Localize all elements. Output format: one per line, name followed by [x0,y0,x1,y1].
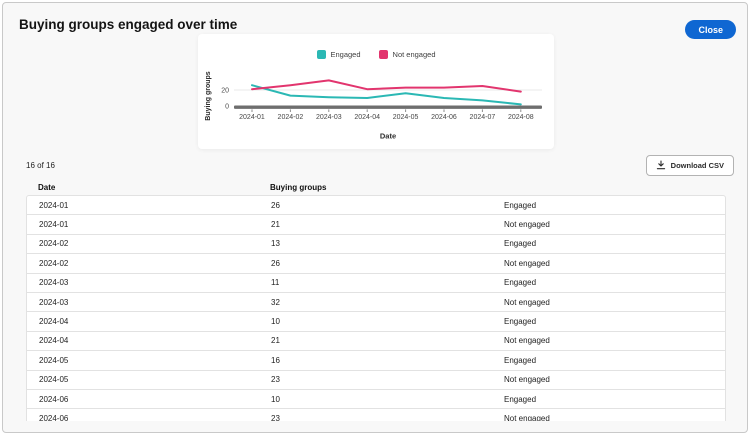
cell-status: Engaged [504,355,537,365]
column-header-buying-groups: Buying groups [270,183,327,192]
cell-status: Not engaged [504,375,550,385]
cell-date: 2024-06 [39,394,69,404]
cell-buying-groups: 13 [271,239,280,249]
chart-legend: Engaged Not engaged [198,50,554,59]
cell-date: 2024-05 [39,375,69,385]
cell-date: 2024-04 [39,317,69,327]
x-tick-label: 2024-03 [316,114,342,121]
legend-label: Engaged [330,50,361,59]
cell-status: Not engaged [504,297,550,307]
x-tick-label: 2024-04 [354,114,380,121]
cell-status: Engaged [504,278,537,288]
cell-status: Engaged [504,200,537,210]
cell-buying-groups: 11 [271,278,280,288]
cell-status: Not engaged [504,258,550,268]
cell-buying-groups: 21 [271,336,280,346]
x-tick-label: 2024-08 [508,114,534,121]
table-row: 2024-01 26 Engaged [27,196,725,216]
cell-date: 2024-04 [39,336,69,346]
cell-buying-groups: 10 [271,317,280,327]
page-title: Buying groups engaged over time [19,17,238,32]
cell-date: 2024-06 [39,414,69,421]
download-icon [656,160,665,170]
x-tick-label: 2024-06 [431,114,457,121]
series-line-not-engaged [251,79,522,93]
x-tick-label: 2024-02 [278,114,304,121]
table-row: 2024-06 23 Not engaged [27,409,725,421]
series-line-engaged [251,84,522,106]
cell-status: Engaged [504,394,537,404]
table-row: 2024-02 13 Engaged [27,235,725,255]
cell-date: 2024-02 [39,258,69,268]
cell-status: Not engaged [504,336,550,346]
cell-buying-groups: 23 [271,414,280,421]
x-tick-label: 2024-01 [239,114,265,121]
x-axis-line [234,105,542,109]
legend-swatch [316,50,326,59]
chart-card: Engaged Not engaged 0 20 2024-01 2024-02 2024… [198,34,554,149]
table-body: 2024-01 26 Engaged 2024-01 21 Not engage… [26,195,726,421]
table-row: 2024-04 10 Engaged [27,312,725,332]
table-header-row: Date Buying groups [26,180,726,195]
cell-buying-groups: 26 [271,258,280,268]
legend-item-engaged[interactable]: Engaged [316,50,361,59]
table-row: 2024-03 11 Engaged [27,274,725,293]
cell-status: Not engaged [504,220,550,230]
cell-date: 2024-02 [39,239,69,249]
column-header-date: Date [38,183,56,192]
table-row: 2024-03 32 Not engaged [27,293,725,313]
x-tick-label: 2024-05 [393,114,419,121]
cell-date: 2024-01 [39,200,69,210]
y-tick-label: 0 [225,104,229,111]
data-table: Date Buying groups 2024-01 26 Engaged 20… [26,180,726,421]
legend-item-not-engaged[interactable]: Not engaged [378,50,436,59]
cell-date: 2024-03 [39,297,69,307]
download-csv-label: Download CSV [670,160,724,170]
cell-buying-groups: 26 [271,200,280,210]
cell-date: 2024-05 [39,355,69,365]
cell-buying-groups: 16 [271,355,280,365]
cell-buying-groups: 10 [271,394,280,404]
cell-buying-groups: 32 [271,297,280,307]
cell-date: 2024-01 [39,220,69,230]
cell-buying-groups: 21 [271,220,280,230]
cell-status: Not engaged [504,414,550,421]
download-csv-button[interactable]: Download CSV [645,154,734,176]
x-axis-title: Date [380,132,396,141]
table-row: 2024-04 21 Not engaged [27,332,725,352]
table-row: 2024-05 23 Not engaged [27,371,725,390]
legend-label: Not engaged [392,50,436,59]
close-button[interactable]: Close [685,20,736,39]
table-row: 2024-01 21 Not engaged [27,215,725,235]
y-axis-title: Buying groups [205,71,212,120]
y-tick-label: 20 [221,88,229,95]
line-chart: 0 20 2024-01 2024-02 2024-03 2024-04 2024-05 20… [205,71,542,141]
table-row: 2024-06 10 Engaged [27,390,725,410]
table-row: 2024-02 26 Not engaged [27,254,725,274]
legend-swatch [378,50,388,59]
cell-status: Engaged [504,317,537,327]
row-count: 16 of 16 [26,160,55,170]
table-row: 2024-05 16 Engaged [27,351,725,371]
table-toolbar: 16 of 16 Download CSV [26,154,734,176]
x-tick-label: 2024-07 [470,114,496,121]
cell-date: 2024-03 [39,278,69,288]
cell-buying-groups: 23 [271,375,280,385]
cell-status: Engaged [504,239,537,249]
